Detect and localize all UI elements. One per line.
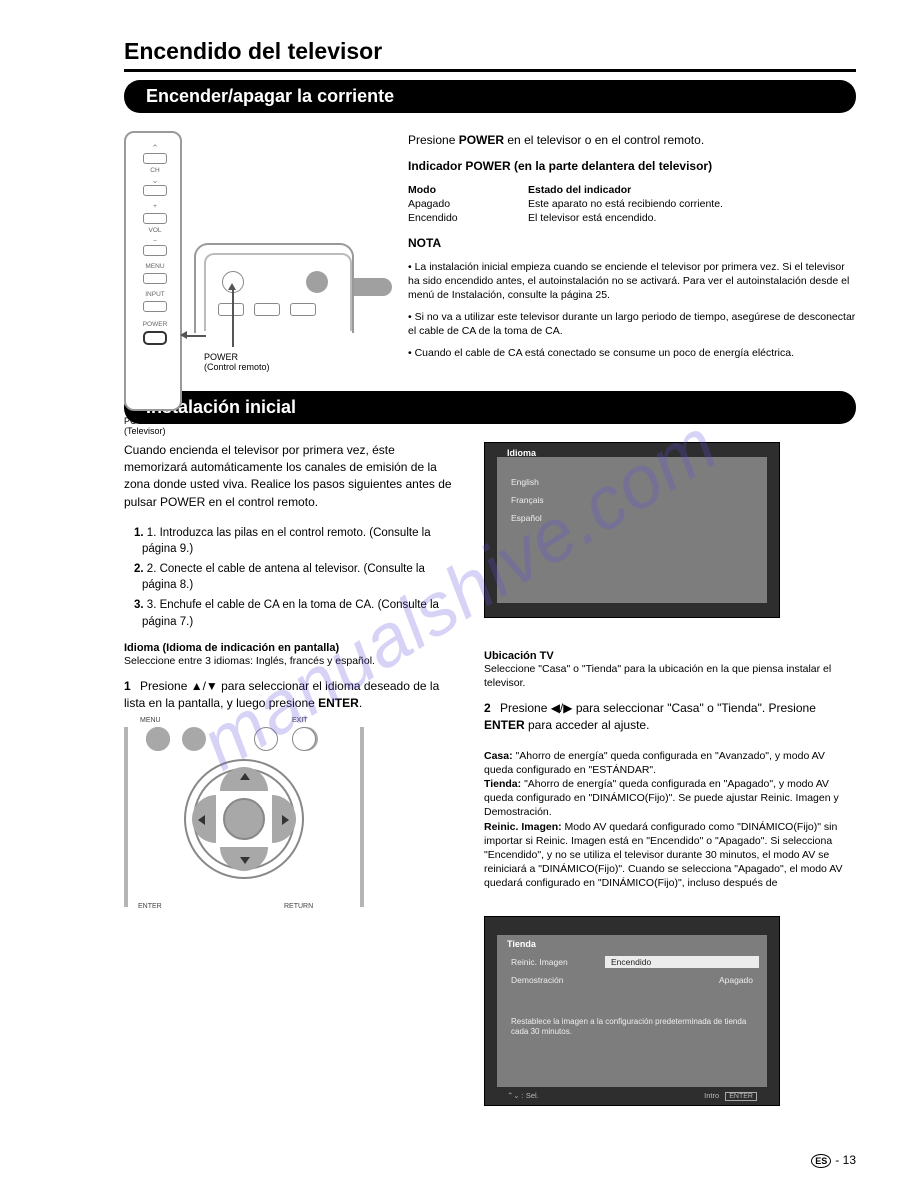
gray-key-1 <box>182 727 206 751</box>
key-3 <box>254 727 278 751</box>
indicator-table: ModoEstado del indicador ApagadoEste apa… <box>408 183 856 226</box>
remote-btn-2 <box>254 303 280 316</box>
menu-button <box>143 273 167 284</box>
arrowhead-up-icon <box>228 283 236 290</box>
dpad-diagram: MENU EXIT ENTER RETURN <box>124 727 364 907</box>
vol-down-button <box>143 245 167 256</box>
note-1: • La instalación inicial empieza cuando … <box>408 260 856 303</box>
input-button <box>143 301 167 312</box>
remote-grip <box>354 278 392 296</box>
triangle-left-icon <box>198 815 205 825</box>
chapter-title: Encendido del televisor <box>124 38 856 65</box>
note-3: • Cuando el cable de CA está conectado s… <box>408 346 856 360</box>
return-key <box>292 727 316 751</box>
arrow-to-tv-power <box>184 335 206 337</box>
ch-down-button <box>143 185 167 196</box>
es-badge: ES <box>811 1154 831 1168</box>
enter-hint-key <box>146 727 170 751</box>
triangle-down-icon <box>240 857 250 864</box>
step-2: 2Presione ◀/▶ para seleccionar "Casa" o … <box>484 700 856 735</box>
casa-text: Casa: "Ahorro de energía" queda configur… <box>484 749 856 777</box>
section-title-install: Instalación inicial <box>124 391 856 424</box>
note-heading: NOTA <box>408 236 441 250</box>
remote-btn-3 <box>290 303 316 316</box>
ch-up-button <box>143 153 167 164</box>
lang-heading: Idioma (Idioma de indicación en pantalla… <box>124 642 339 654</box>
note-2: • Si no va a utilizar este televisor dur… <box>408 310 856 338</box>
remote-power-button <box>306 271 328 293</box>
remote-btn-1 <box>218 303 244 316</box>
reinic-text: Reinic. Imagen: Modo AV quedará configur… <box>484 820 856 891</box>
arrow-to-remote-led <box>232 287 234 347</box>
dpad-enter <box>223 798 265 840</box>
lang-desc: Seleccione entre 3 idiomas: Inglés, fran… <box>124 654 460 668</box>
vol-up-button <box>143 213 167 224</box>
label-remote-power: POWER(Control remoto) <box>204 353 294 373</box>
triangle-right-icon <box>282 815 289 825</box>
ubicacion-heading: Ubicación TV <box>484 650 554 662</box>
osd-highlight: Encendido <box>605 956 759 968</box>
section-title-power: Encender/apagar la corriente <box>124 80 856 113</box>
pre-step-1: 1. 1. Introduzca las pilas en el control… <box>142 525 460 557</box>
osd-language: Idioma English Français Español <box>484 442 780 618</box>
tienda-text: Tienda: "Ahorro de energía" queda config… <box>484 777 856 820</box>
step-1: 1Presione ▲/▼ para seleccionar el idioma… <box>124 678 460 713</box>
label-tv-power: POWER(Televisor) <box>124 417 194 437</box>
arrowhead-icon <box>180 331 187 339</box>
pre-step-3: 3. 3. Enchufe el cable de CA en la toma … <box>142 597 460 629</box>
triangle-up-icon <box>240 773 250 780</box>
indicator-title: Indicador POWER (en la parte delantera d… <box>408 159 712 173</box>
tv-side-panel: ⌃ CH ⌄ + VOL – MENU INPUT POWER <box>124 131 182 411</box>
intro-text: Cuando encienda el televisor por primera… <box>124 442 460 512</box>
page-number: ES- 13 <box>811 1153 856 1168</box>
divider <box>124 69 856 72</box>
remote-top-diagram <box>194 243 354 335</box>
power-instruction: Presione POWER en el televisor o en el c… <box>408 131 856 149</box>
osd-tienda: Tienda Reinic. Imagen Encendido Demostra… <box>484 916 780 1106</box>
pre-step-2: 2. 2. Conecte el cable de antena al tele… <box>142 561 460 593</box>
ubicacion-text: Seleccione "Casa" o "Tienda" para la ubi… <box>484 662 856 690</box>
tv-power-button <box>143 331 167 345</box>
